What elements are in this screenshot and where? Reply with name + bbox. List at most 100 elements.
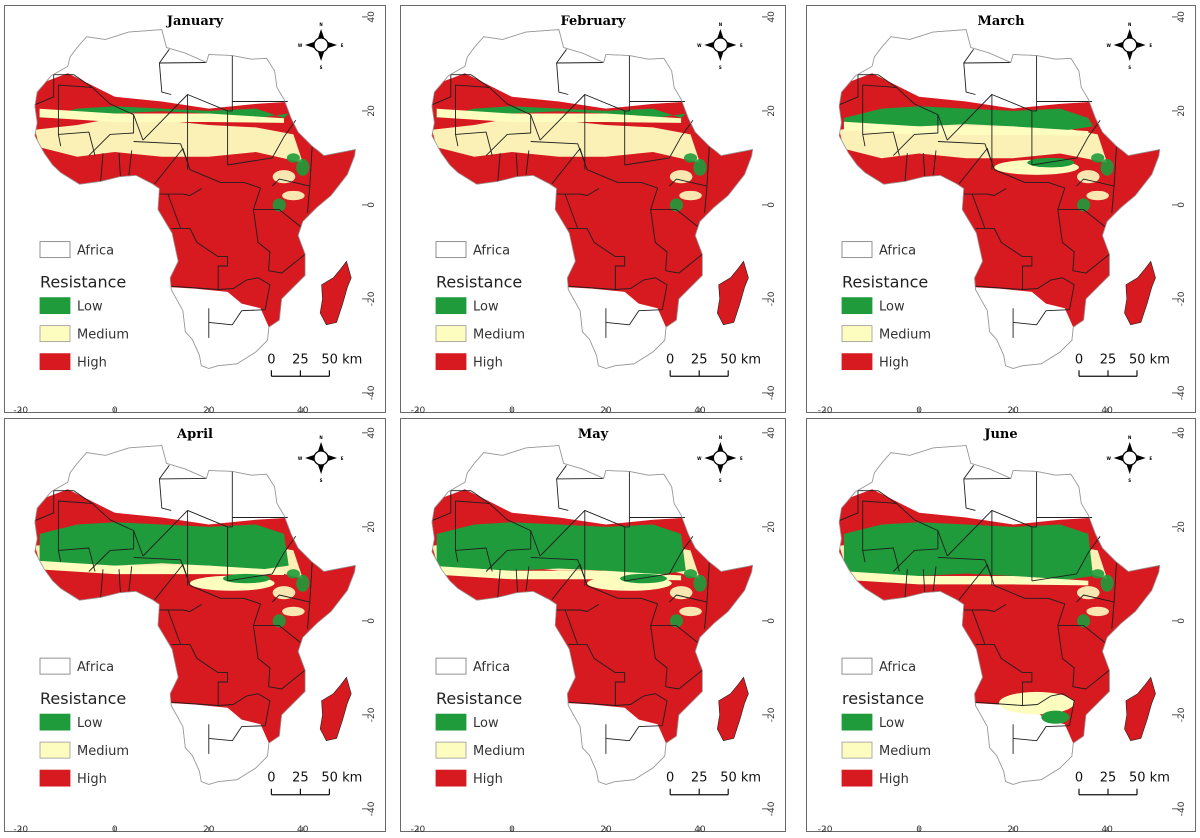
country-border bbox=[118, 569, 121, 593]
country-border bbox=[1031, 471, 1038, 528]
country-border bbox=[669, 562, 710, 603]
east-africa-patch bbox=[282, 190, 305, 201]
country-border bbox=[227, 536, 297, 582]
scale-bar bbox=[270, 370, 330, 377]
east-africa-patch bbox=[683, 569, 698, 579]
compass-label-s: S bbox=[1128, 65, 1131, 70]
compass-label-n: N bbox=[1128, 435, 1131, 440]
y-tick-label: -40 bbox=[367, 801, 377, 816]
east-africa-patch bbox=[1077, 586, 1100, 600]
east-africa-patch bbox=[272, 170, 296, 184]
scalebar-label: 50 km bbox=[321, 352, 362, 367]
country-border bbox=[159, 477, 207, 480]
country-border bbox=[58, 547, 96, 572]
country-border bbox=[963, 62, 1011, 64]
africa-coastline bbox=[431, 29, 754, 369]
country-border bbox=[1076, 562, 1117, 603]
legend-swatch-high bbox=[435, 769, 467, 787]
east-africa-patch bbox=[1086, 190, 1109, 201]
medium-resistance-area bbox=[34, 118, 303, 163]
y-tick-label: 0 bbox=[367, 202, 377, 208]
scalebar-label: 25 bbox=[292, 352, 309, 367]
compass-icon bbox=[704, 442, 737, 474]
country-border bbox=[539, 509, 626, 581]
legend-label-africa: Africa bbox=[879, 660, 916, 675]
country-border bbox=[971, 193, 986, 229]
country-border bbox=[455, 500, 490, 563]
scalebar-label: 25 bbox=[292, 771, 309, 786]
country-border bbox=[1013, 277, 1075, 326]
country-border bbox=[73, 74, 144, 141]
east-africa-patch bbox=[1077, 170, 1100, 184]
legend-swatch-africa bbox=[435, 241, 467, 259]
country-border bbox=[877, 74, 948, 141]
country-border bbox=[624, 55, 630, 112]
compass-label-n: N bbox=[319, 435, 322, 440]
country-border bbox=[958, 148, 1065, 189]
country-border bbox=[455, 84, 490, 147]
east-africa-patch bbox=[1091, 569, 1105, 579]
country-border bbox=[1031, 536, 1101, 582]
country-border bbox=[154, 564, 261, 605]
legend-label-medium: Medium bbox=[879, 328, 931, 343]
east-africa-patch bbox=[693, 574, 707, 592]
country-border bbox=[971, 609, 986, 645]
country-border bbox=[932, 566, 937, 592]
legend-title: Resistance bbox=[40, 273, 126, 292]
legend-swatch-medium bbox=[435, 741, 467, 759]
country-border bbox=[485, 530, 532, 572]
madagascar bbox=[319, 676, 352, 742]
legend-label-africa: Africa bbox=[77, 660, 114, 675]
medium-resistance-area bbox=[432, 118, 700, 163]
east-africa-patch bbox=[272, 586, 296, 600]
legend-label-high: High bbox=[473, 356, 503, 371]
legend-label-high: High bbox=[879, 356, 909, 371]
legend-swatch-africa bbox=[841, 657, 873, 675]
legend-label-africa: Africa bbox=[77, 244, 114, 259]
country-border bbox=[650, 603, 668, 687]
country-border bbox=[624, 536, 694, 582]
map-panel-may: May N S W E Africa Resistance Low Medium High 0 25 5… bbox=[400, 418, 786, 832]
country-border bbox=[128, 150, 133, 176]
compass-icon bbox=[305, 442, 338, 474]
panel-title: June bbox=[983, 427, 1017, 442]
scalebar-label: 0 bbox=[267, 771, 275, 786]
southern-medium-patch bbox=[999, 691, 1075, 715]
scale-bar bbox=[270, 788, 330, 796]
country-border bbox=[568, 643, 626, 706]
country-border bbox=[271, 562, 313, 603]
east-africa-patch bbox=[1100, 574, 1114, 592]
compass-label-s: S bbox=[719, 478, 722, 483]
east-africa-patch bbox=[286, 569, 300, 579]
country-border bbox=[227, 471, 233, 528]
low-resistance-area bbox=[436, 522, 686, 576]
scalebar-label: 25 bbox=[691, 771, 708, 786]
legend-swatch-low bbox=[39, 297, 71, 315]
legend-label-low: Low bbox=[473, 300, 499, 315]
madagascar bbox=[1124, 676, 1156, 742]
country-border bbox=[963, 188, 1007, 196]
scalebar-label: 0 bbox=[1075, 352, 1083, 367]
y-tick-label: -40 bbox=[1177, 801, 1187, 816]
scalebar-label: 0 bbox=[267, 352, 275, 367]
country-border bbox=[862, 131, 900, 156]
country-border bbox=[455, 131, 493, 156]
country-border bbox=[34, 74, 74, 106]
compass-label-w: W bbox=[298, 43, 303, 48]
low-resistance-area bbox=[39, 522, 289, 571]
y-tick-label: 20 bbox=[1177, 105, 1187, 117]
country-border bbox=[922, 153, 926, 177]
compass-label-e: E bbox=[740, 456, 743, 461]
madagascar bbox=[716, 676, 749, 742]
country-border bbox=[515, 153, 519, 177]
y-tick-label: 0 bbox=[1177, 202, 1187, 208]
east-africa-patch bbox=[683, 153, 698, 163]
country-border bbox=[88, 530, 135, 572]
compass-label-w: W bbox=[697, 456, 702, 461]
country-border bbox=[963, 604, 1007, 612]
compass-icon bbox=[704, 29, 737, 61]
scale-bar bbox=[1078, 370, 1138, 377]
country-border bbox=[167, 193, 182, 229]
country-border bbox=[862, 500, 897, 563]
